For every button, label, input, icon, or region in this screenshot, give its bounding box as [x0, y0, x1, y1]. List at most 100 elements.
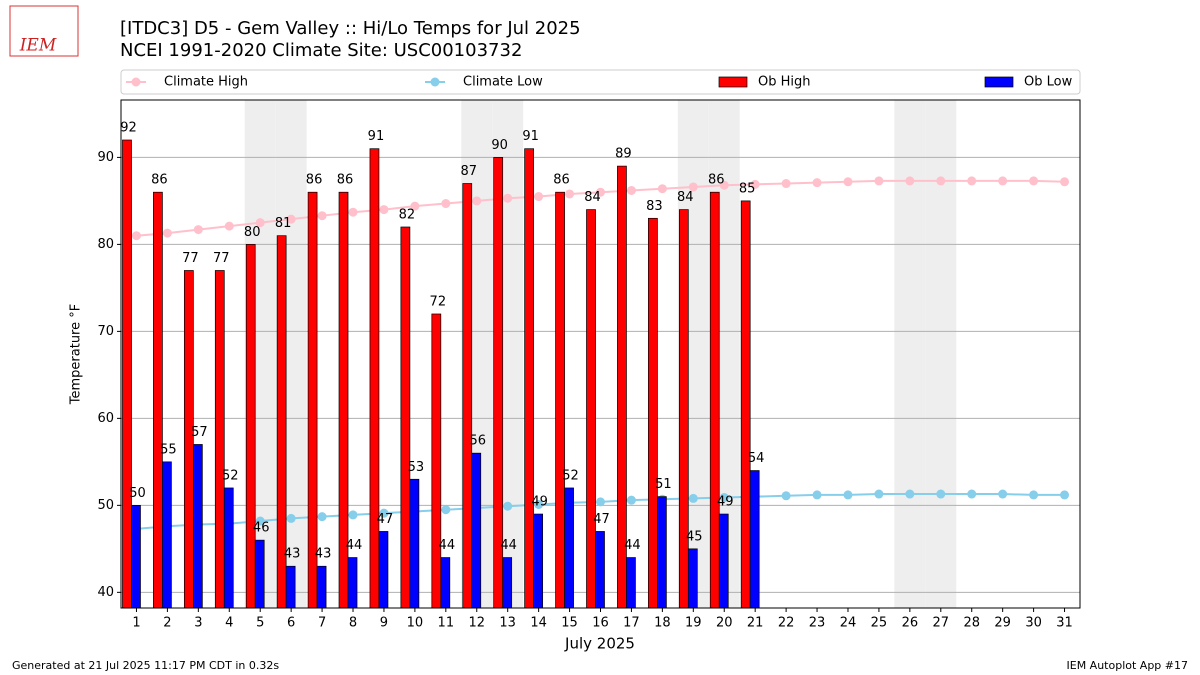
- data-label: 53: [408, 460, 425, 475]
- x-tick-label: 30: [1025, 616, 1042, 631]
- x-tick-label: 17: [623, 616, 640, 631]
- x-tick-label: 7: [318, 616, 326, 631]
- chart-title: [ITDC3] D5 - Gem Valley :: Hi/Lo Temps f…: [120, 18, 581, 39]
- bar: [400, 226, 411, 609]
- x-tick-label: 6: [287, 616, 295, 631]
- x-tick-label: 3: [194, 616, 202, 631]
- bar: [657, 496, 667, 609]
- x-tick-label: 18: [654, 616, 671, 631]
- data-label: 91: [522, 129, 539, 144]
- bar: [648, 217, 658, 609]
- x-tick-label: 1: [132, 616, 140, 631]
- data-label: 46: [253, 521, 270, 536]
- footer-left: Generated at 21 Jul 2025 11:17 PM CDT in…: [12, 659, 279, 672]
- data-label: 49: [531, 495, 548, 510]
- data-label: 87: [460, 164, 477, 179]
- x-tick-label: 15: [561, 616, 578, 631]
- data-label: 85: [739, 181, 756, 196]
- bar: [564, 487, 574, 609]
- data-label: 86: [151, 173, 168, 188]
- data-label: 43: [315, 547, 332, 562]
- y-tick-label: 80: [97, 237, 114, 252]
- point: [781, 491, 791, 501]
- bar: [440, 557, 451, 609]
- point: [162, 228, 172, 238]
- data-label: 51: [655, 477, 672, 492]
- point: [719, 493, 729, 503]
- point: [255, 218, 265, 228]
- legend-marker: [131, 77, 141, 87]
- data-label: 89: [615, 147, 632, 162]
- point: [379, 508, 389, 518]
- bar: [524, 148, 534, 609]
- x-tick-label: 23: [809, 616, 826, 631]
- bar: [595, 531, 605, 609]
- bar: [678, 209, 689, 609]
- point: [503, 501, 513, 511]
- x-tick-label: 8: [349, 616, 357, 631]
- point: [812, 490, 822, 500]
- data-label: 44: [439, 538, 456, 553]
- x-tick-label: 20: [716, 616, 733, 631]
- data-label: 57: [191, 425, 208, 440]
- data-label: 86: [708, 173, 725, 188]
- bar: [316, 565, 327, 609]
- bar: [285, 565, 296, 609]
- point: [626, 495, 636, 505]
- bar: [162, 461, 172, 609]
- y-tick-label: 60: [97, 411, 114, 426]
- bar: [378, 531, 389, 609]
- data-label: 45: [686, 529, 703, 544]
- x-tick-label: 12: [468, 616, 485, 631]
- legend-swatch: [718, 76, 748, 88]
- bar: [223, 487, 234, 609]
- point: [193, 225, 203, 235]
- point: [905, 489, 915, 499]
- data-label: 52: [562, 468, 579, 483]
- point: [441, 199, 451, 209]
- plot-frame: [120, 99, 1081, 609]
- legend-marker: [430, 77, 440, 87]
- bar: [709, 191, 720, 609]
- data-label: 84: [584, 190, 601, 205]
- data-label: 54: [748, 451, 765, 466]
- y-tick-label: 50: [97, 498, 114, 513]
- bar: [431, 313, 442, 609]
- bar: [555, 191, 565, 609]
- x-tick-label: 4: [225, 616, 233, 631]
- x-tick-label: 2: [163, 616, 171, 631]
- point: [936, 489, 946, 499]
- bar: [626, 557, 636, 609]
- point: [967, 489, 977, 499]
- data-label: 52: [222, 468, 239, 483]
- point: [379, 205, 389, 215]
- point: [905, 176, 915, 186]
- point: [874, 489, 884, 499]
- weekend-shade: [894, 100, 926, 608]
- x-tick-label: 13: [499, 616, 516, 631]
- data-label: 55: [160, 442, 177, 457]
- bar: [718, 513, 729, 609]
- x-tick-label: 31: [1056, 616, 1073, 631]
- bar: [192, 444, 203, 609]
- legend-label: Ob Low: [1024, 75, 1073, 90]
- x-tick-label: 22: [778, 616, 795, 631]
- logo-frame: [9, 5, 79, 57]
- bar: [533, 513, 543, 609]
- data-label: 90: [491, 138, 508, 153]
- data-label: 81: [275, 216, 292, 231]
- data-label: 92: [120, 121, 137, 136]
- point: [998, 176, 1008, 186]
- data-label: 44: [346, 538, 363, 553]
- x-tick-label: 25: [871, 616, 888, 631]
- bar: [153, 191, 163, 609]
- chart-subtitle: NCEI 1991-2020 Climate Site: USC00103732: [120, 40, 522, 61]
- point: [596, 187, 605, 197]
- x-tick-label: 14: [530, 616, 547, 631]
- y-tick-label: 90: [97, 150, 114, 165]
- point: [441, 505, 451, 515]
- point: [781, 179, 791, 189]
- data-label: 86: [306, 173, 323, 188]
- y-axis-label: Temperature °F: [69, 304, 84, 405]
- bar: [740, 200, 751, 609]
